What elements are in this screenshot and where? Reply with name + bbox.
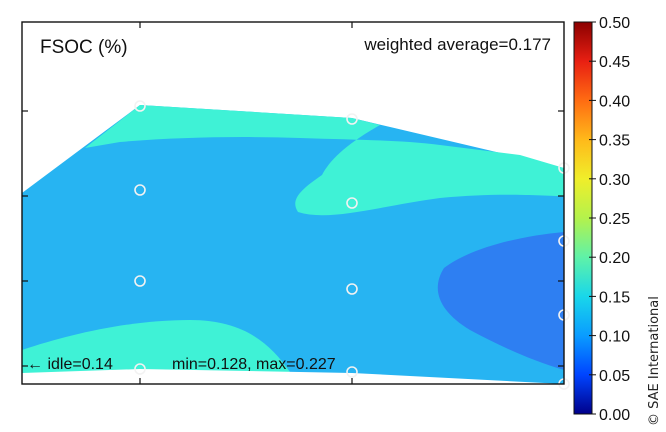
point-marker bbox=[134, 275, 146, 287]
point-marker bbox=[134, 184, 146, 196]
point-marker bbox=[134, 100, 146, 112]
copyright-credit: © SAE International bbox=[647, 296, 662, 426]
chart-title: FSOC (%) bbox=[40, 37, 128, 58]
point-marker bbox=[346, 197, 358, 209]
contour-region-high-bottom bbox=[22, 320, 290, 384]
colorbar-tick-label: 0.20 bbox=[599, 250, 630, 267]
colorbar-tick-label: 0.50 bbox=[599, 15, 630, 32]
colorbar-ticks: 0.50 0.45 0.40 0.35 0.30 0.25 0.20 0.15 0.10 0.05… bbox=[589, 15, 630, 424]
colorbar-tick-label: 0.35 bbox=[599, 133, 630, 150]
point-marker bbox=[346, 113, 358, 125]
colorbar-tick-label: 0.40 bbox=[599, 93, 630, 110]
colorbar-tick-label: 0.45 bbox=[599, 54, 630, 71]
colorbar-tick-label: 0.05 bbox=[599, 368, 630, 385]
colorbar-tick-label: 0.00 bbox=[599, 407, 630, 424]
contour-region-high-top bbox=[85, 105, 564, 216]
contour-map bbox=[22, 105, 564, 384]
weighted-average-label: weighted average=0.177 bbox=[363, 35, 551, 54]
colorbar-tick-label: 0.10 bbox=[599, 329, 630, 346]
point-marker bbox=[346, 283, 358, 295]
colorbar-tick-label: 0.30 bbox=[599, 172, 630, 189]
colorbar-tick-label: 0.15 bbox=[599, 289, 630, 306]
plot-border bbox=[21, 21, 565, 385]
colorbar-tick-label: 0.25 bbox=[599, 211, 630, 228]
idle-label: ← idle=0.14 bbox=[27, 356, 113, 373]
point-marker bbox=[346, 366, 358, 378]
axis-ticks bbox=[22, 22, 564, 384]
colorbar: 0.50 0.45 0.40 0.35 0.30 0.25 0.20 0.15 0.10 0.05… bbox=[573, 15, 630, 424]
min-max-label: min=0.128, max=0.227 bbox=[172, 356, 336, 373]
point-marker bbox=[134, 363, 146, 375]
contour-envelope-mask bbox=[22, 369, 564, 384]
contour-region-low-right bbox=[437, 232, 564, 370]
